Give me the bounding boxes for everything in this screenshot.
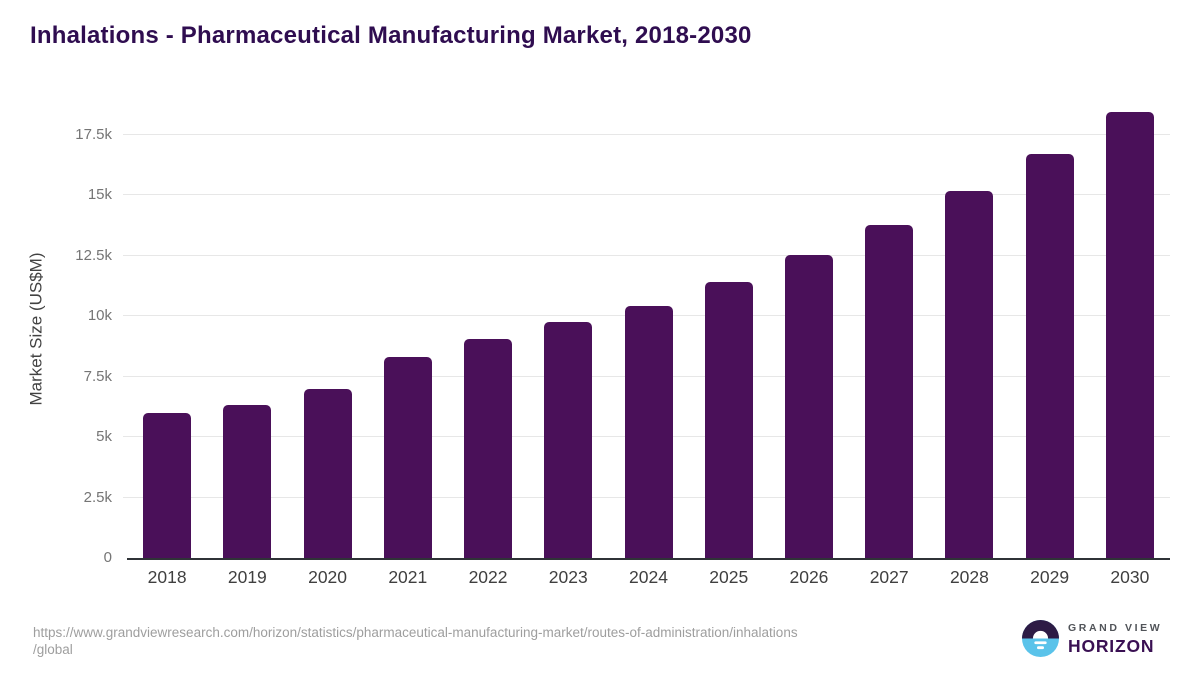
x-tick-label-2030: 2030: [1110, 567, 1150, 587]
bar-2025[interactable]: [704, 282, 753, 558]
bar-2023[interactable]: [544, 322, 593, 558]
x-axis-ticks: 2018 2019 2020 2021 2022 2023 2024 2025 2026 2027…: [127, 565, 1170, 591]
gridline-17.5k: [123, 133, 1170, 135]
gridline-12.5k: [123, 254, 1170, 256]
x-tick-label-2023: 2023: [548, 567, 588, 587]
bar-2030[interactable]: [1105, 112, 1154, 558]
y-tick-label-12.5k: 12.5k: [75, 246, 112, 264]
x-tick-label-2026: 2026: [789, 567, 829, 587]
bar-2020[interactable]: [303, 389, 352, 558]
y-axis-ticks: 0 2.5k 5k 7.5k 10k 12.5k 15k 17.5k: [0, 100, 112, 566]
x-tick-label-2025: 2025: [709, 567, 749, 587]
bar-2019[interactable]: [223, 405, 272, 558]
x-tick-label-2024: 2024: [629, 567, 668, 587]
y-tick-label-2.5k: 2.5k: [83, 488, 112, 506]
x-tick-label-2018: 2018: [147, 567, 187, 587]
bar-2027[interactable]: [865, 225, 914, 558]
bar-2029[interactable]: [1025, 153, 1074, 558]
horizon-sun-icon: [1022, 620, 1059, 657]
source-url: https://www.grandviewresearch.com/horizo…: [33, 624, 953, 658]
x-tick-label-2020: 2020: [308, 567, 348, 587]
x-tick-label-2019: 2019: [227, 567, 267, 587]
chart-title: Inhalations - Pharmaceutical Manufacturi…: [30, 22, 752, 49]
x-tick-label-2027: 2027: [869, 567, 909, 587]
x-tick-label-2029: 2029: [1030, 567, 1070, 587]
y-tick-label-17.5k: 17.5k: [75, 125, 112, 143]
y-tick-label-7.5k: 7.5k: [83, 367, 112, 385]
source-url-line1: https://www.grandviewresearch.com/horizo…: [33, 625, 798, 640]
y-tick-label-15k: 15k: [87, 186, 112, 204]
x-tick-label-2028: 2028: [949, 567, 989, 587]
bar-2024[interactable]: [624, 306, 673, 558]
logo-text: GRAND VIEW HORIZON: [1068, 622, 1162, 656]
bar-2021[interactable]: [383, 357, 432, 558]
bar-2018[interactable]: [143, 412, 192, 558]
grandview-horizon-logo: GRAND VIEW HORIZON: [1022, 620, 1162, 657]
logo-grand-view-text: GRAND VIEW: [1068, 621, 1163, 634]
bar-2022[interactable]: [464, 338, 513, 558]
bar-2028[interactable]: [945, 191, 994, 558]
bar-2026[interactable]: [784, 254, 833, 558]
x-tick-label-2021: 2021: [388, 567, 428, 587]
y-tick-label-10k: 10k: [87, 307, 112, 325]
x-tick-label-2022: 2022: [468, 567, 508, 587]
y-tick-label-5k: 5k: [96, 428, 112, 446]
logo-horizon-text: HORIZON: [1068, 635, 1155, 656]
gridline-15k: [123, 194, 1170, 196]
source-url-line2: /global: [33, 642, 73, 657]
plot-area: [123, 100, 1170, 560]
y-tick-label-0: 0: [103, 549, 112, 566]
